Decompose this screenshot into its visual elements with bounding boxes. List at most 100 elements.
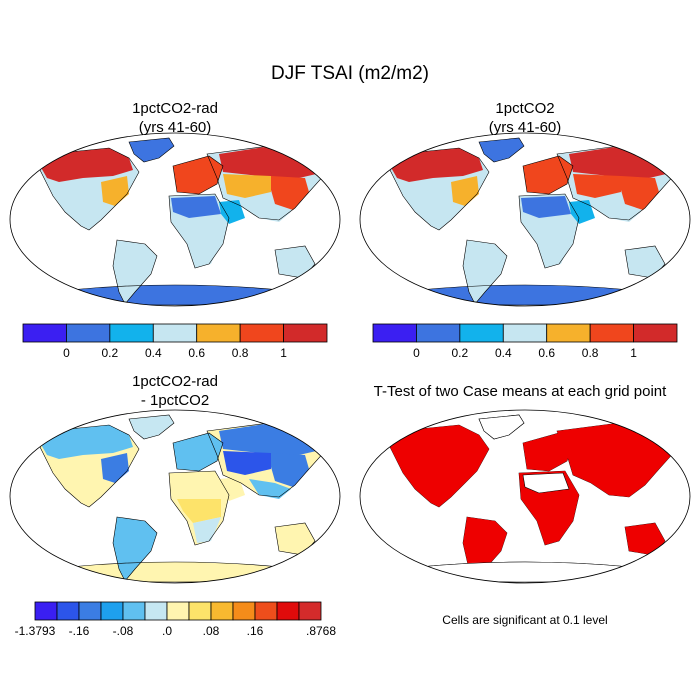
region-central-africa <box>527 222 571 246</box>
colorbar-tick-label: -1.3793 <box>15 624 56 638</box>
region-greenland <box>479 138 524 162</box>
region-central-africa <box>177 222 221 246</box>
map-border <box>9 409 341 584</box>
colorbar-box <box>502 323 548 343</box>
map-land-layer <box>36 414 328 583</box>
colorbar-box <box>109 323 154 343</box>
region-south-america <box>113 240 157 304</box>
coastline-europe <box>172 432 224 472</box>
region-eastern-north-america <box>101 453 129 483</box>
colorbar-tick-label: .16 <box>247 624 264 638</box>
colorbar-box <box>589 323 634 343</box>
map-border <box>9 132 341 307</box>
colorbar-box <box>298 601 322 621</box>
region-sahara <box>171 196 221 218</box>
region-sahara <box>171 473 221 495</box>
map-border <box>359 409 691 584</box>
colorbar-tick-label: 0.4 <box>495 346 512 360</box>
colorbar-tick-label: 1 <box>280 346 287 360</box>
region-arabia <box>219 477 245 501</box>
significance-region-asia <box>557 423 677 497</box>
colorbar-box <box>34 601 58 621</box>
colorbar-tick-label: 0.8 <box>232 346 249 360</box>
panel-3-title: 1pctCO2-rad - 1pctCO2 <box>132 373 218 409</box>
region-southern-africa <box>193 517 221 543</box>
colorbar-difference: -1.3793 -.16 -.08 .0 .08 .16 .8768 <box>15 601 336 638</box>
coastline-greenland <box>128 414 175 440</box>
coastline-north-america <box>36 424 140 508</box>
colorbar-box <box>459 323 504 343</box>
panel-4-title: T-Test of two Case means at each grid po… <box>373 383 667 400</box>
coastline-south-america <box>112 516 158 582</box>
coastline-africa <box>518 193 580 269</box>
map-land-layer <box>386 137 678 306</box>
region-antarctica <box>69 285 281 305</box>
panel-1-title: 1pctCO2-rad (yrs 41-60) <box>132 100 218 136</box>
colorbar-tick-label: 0.2 <box>102 346 119 360</box>
region-greenland <box>129 138 174 162</box>
colorbar-box <box>66 323 111 343</box>
region-europe <box>173 156 223 194</box>
figure-title: DJF TSAI (m2/m2) <box>271 63 429 84</box>
region-eastern-north-america <box>451 176 479 206</box>
region-greenland <box>129 415 174 439</box>
region-australia <box>275 246 315 278</box>
coastline-north-america <box>36 147 140 231</box>
colorbar-box <box>210 601 234 621</box>
region-southern-africa <box>543 240 571 266</box>
colorbar-box <box>100 601 124 621</box>
colorbar-box <box>254 601 278 621</box>
region-western-north-america <box>61 457 101 501</box>
map-land-layer <box>386 414 678 583</box>
region-antarctica <box>69 562 281 582</box>
region-western-north-america <box>411 180 451 224</box>
region-australia <box>275 523 315 555</box>
map-panel-ttest <box>359 409 691 584</box>
colorbar-box <box>416 323 461 343</box>
colorbar-box <box>78 601 102 621</box>
region-central-asia <box>573 174 621 198</box>
coastline-europe <box>172 155 224 195</box>
significance-region-north-america <box>387 425 489 507</box>
region-south-america <box>463 240 507 304</box>
coastline-south-america <box>462 239 508 305</box>
ttest-note: Cells are significant at 0.1 level <box>442 613 608 627</box>
coastline-europe <box>522 155 574 195</box>
region-central-asia <box>223 451 271 475</box>
region-southeast-asia <box>249 479 291 499</box>
map-panel-1pctCO2-rad <box>9 132 341 307</box>
region-arabia <box>219 200 245 224</box>
colorbar-box <box>188 601 212 621</box>
coastline-greenland <box>478 137 525 163</box>
nonsignificant-area <box>418 561 632 583</box>
colorbar-tick-label: .8768 <box>306 624 336 638</box>
colorbar-abs-left: 0 0.2 0.4 0.6 0.8 1 <box>22 323 328 360</box>
coastline-greenland <box>128 137 175 163</box>
colorbar-box <box>633 323 678 343</box>
region-sahara <box>521 196 571 218</box>
colorbar-tick-label: -.08 <box>113 624 134 638</box>
region-southeast-asia <box>599 202 641 222</box>
colorbar-tick-label: 0.4 <box>145 346 162 360</box>
colorbar-tick-label: 0.6 <box>188 346 205 360</box>
region-central-africa <box>177 499 221 523</box>
significance-region-europe <box>523 433 573 471</box>
colorbar-tick-label: 0.2 <box>452 346 469 360</box>
region-antarctica <box>419 285 631 305</box>
colorbar-box <box>56 601 80 621</box>
colorbar-tick-label: 0.8 <box>582 346 599 360</box>
colorbar-box <box>144 601 168 621</box>
significance-region-australia <box>625 523 665 555</box>
region-eastern-north-america <box>101 176 129 206</box>
colorbar-box <box>232 601 256 621</box>
coastline-north-america <box>386 147 490 231</box>
colorbar-tick-label: .0 <box>162 624 172 638</box>
region-western-north-america <box>61 180 101 224</box>
coastline-africa <box>168 193 230 269</box>
colorbar-box <box>166 601 190 621</box>
region-south-america <box>113 517 157 581</box>
colorbar-tick-label: -.16 <box>69 624 90 638</box>
region-southeast-asia <box>249 202 291 222</box>
map-border <box>359 132 691 307</box>
region-arabia <box>569 200 595 224</box>
